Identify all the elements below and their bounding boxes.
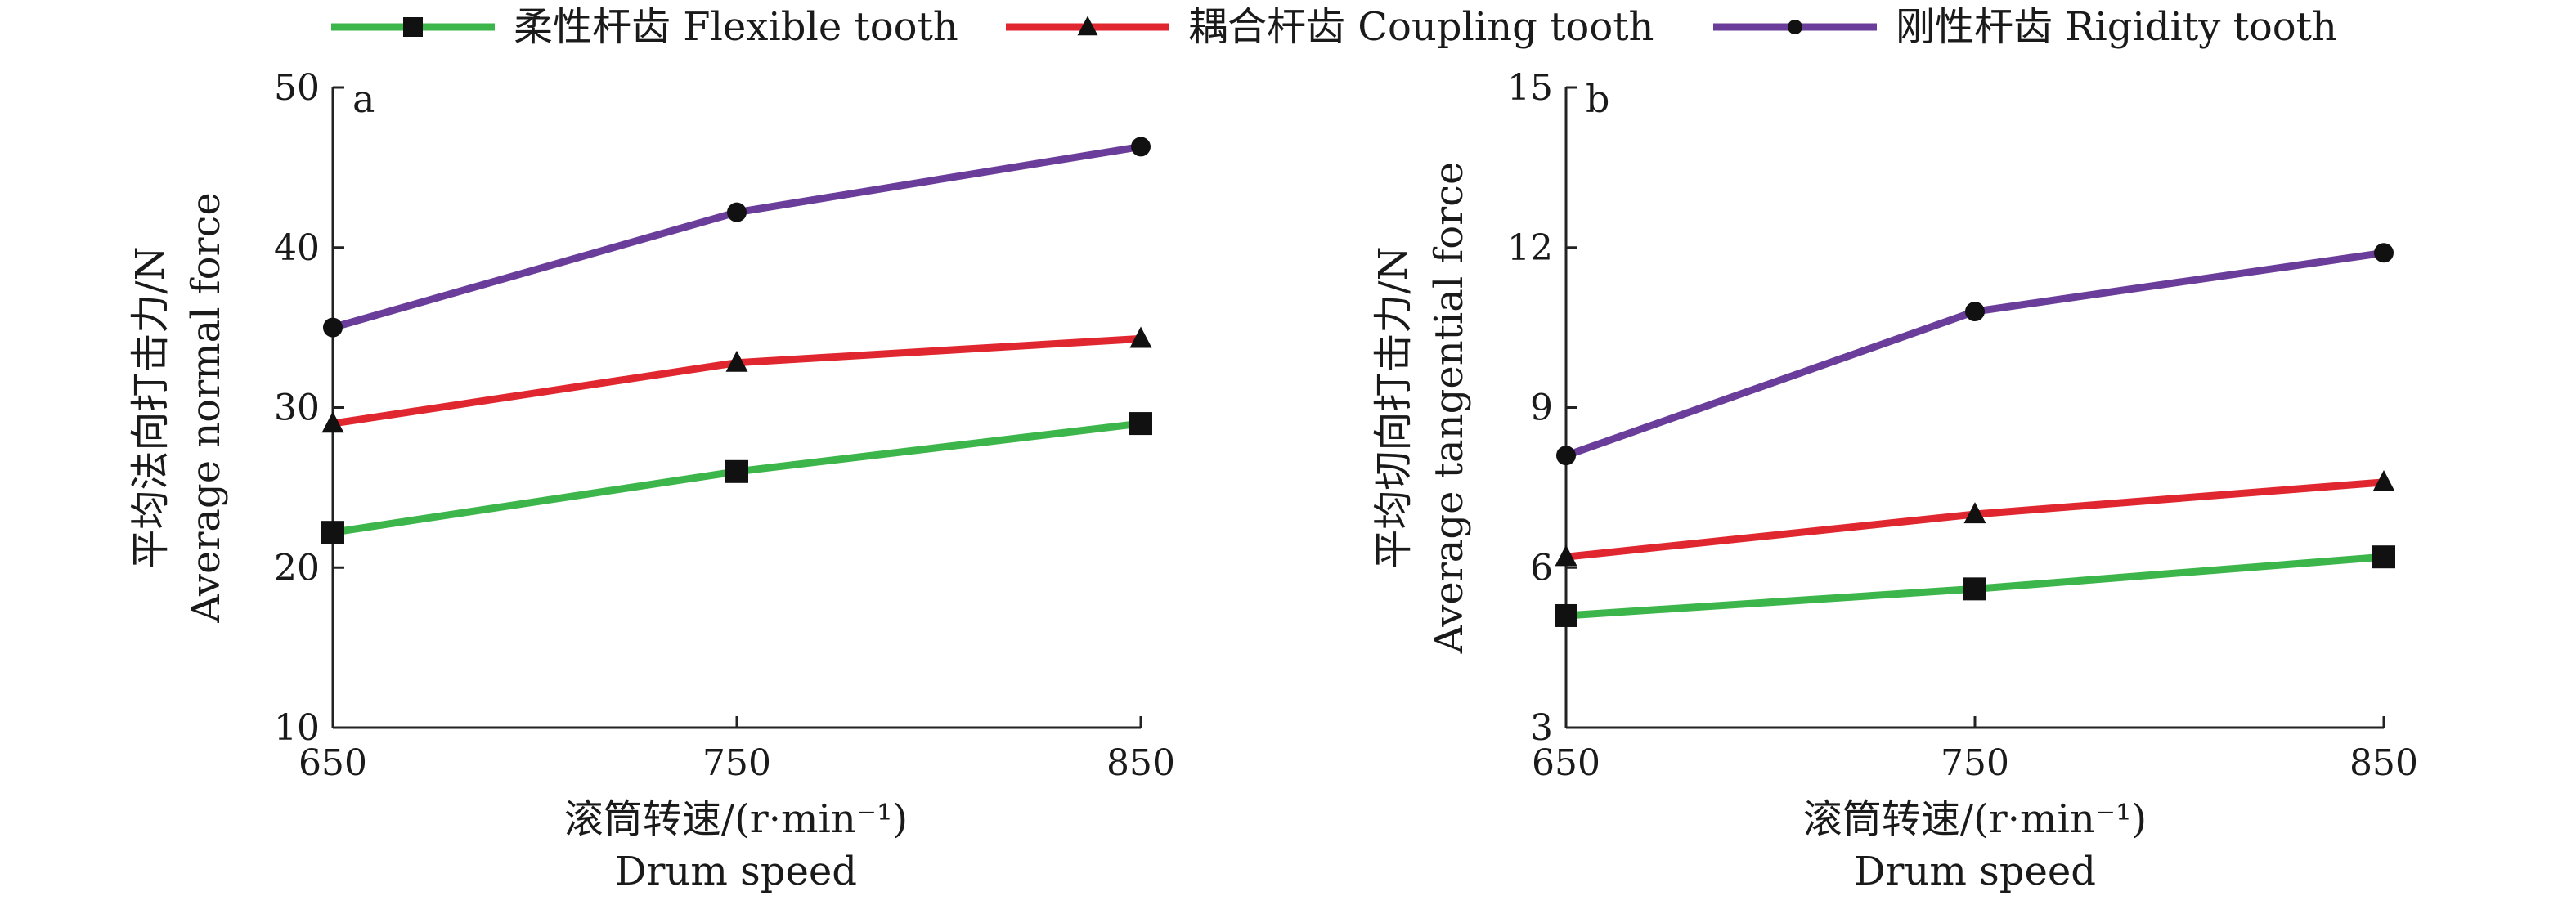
legend-label: 柔性杆齿 Flexible tooth: [514, 4, 958, 50]
series-flexible: [321, 412, 1152, 544]
legend-label: 耦合杆齿 Coupling tooth: [1188, 4, 1654, 50]
series-coupling: [1555, 470, 2395, 567]
data-point-flexible: [1129, 412, 1152, 436]
y-tick-label: 3: [1530, 707, 1553, 749]
legend-label: 刚性杆齿 Rigidity tooth: [1896, 4, 2337, 50]
x-tick-label: 850: [1106, 742, 1175, 784]
series-rigidity: [323, 137, 1151, 338]
data-point-flexible: [1555, 603, 1577, 627]
data-point-rigidity: [1556, 446, 1576, 466]
series-rigidity: [1556, 243, 2394, 466]
y-axis-title-cn: 平均切向打击力/N: [1371, 246, 1416, 568]
data-point-coupling: [321, 411, 344, 433]
x-tick-label: 850: [2349, 742, 2418, 784]
data-point-coupling: [1129, 326, 1152, 348]
series-flexible: [1555, 545, 2395, 627]
legend-item-3: 刚性杆齿 Rigidity tooth: [1713, 4, 2337, 50]
legend-item-2: 耦合杆齿 Coupling tooth: [1006, 4, 1654, 50]
x-tick-label: 750: [702, 742, 771, 784]
data-point-flexible: [725, 459, 748, 483]
x-axis-title-cn: 滚筒转速/(r·min⁻¹): [1803, 796, 2147, 842]
panel-b: 3 6 9 12 15 650 750 850 b 滚筒转速/(r·min⁻¹) Drum spee…: [1371, 67, 2418, 894]
data-point-rigidity: [1965, 302, 1985, 322]
legend: 柔性杆齿 Flexible tooth 耦合杆齿 Coupling tooth 刚性…: [331, 4, 2337, 50]
data-point-flexible: [2372, 545, 2395, 569]
y-tick-label: 20: [274, 547, 320, 589]
y-tick-label: 12: [1507, 227, 1553, 269]
data-point-coupling: [725, 350, 748, 372]
x-axis-title-en: Drum speed: [1854, 849, 2096, 894]
x-tick-label: 750: [1941, 742, 2009, 784]
series-line-rigidity: [331, 142, 1142, 331]
data-point-rigidity: [2374, 243, 2394, 263]
y-axis-title-en: Average tangential force: [1426, 162, 1472, 655]
panel-a: 10 20 30 40 50 650 750 850 a 滚筒转速/(r·min⁻¹) Drum s…: [128, 67, 1175, 894]
legend-marker-triangle: [1077, 16, 1098, 36]
y-tick-label: 9: [1530, 388, 1553, 429]
data-point-coupling: [2372, 470, 2395, 491]
y-tick-label: 50: [274, 67, 320, 109]
data-point-rigidity: [727, 202, 747, 222]
y-axis-title-cn: 平均法向打击力/N: [128, 246, 173, 568]
series-coupling: [321, 326, 1152, 433]
data-point-rigidity: [323, 317, 343, 338]
data-point-coupling: [1963, 502, 1986, 524]
data-point-rigidity: [1131, 137, 1151, 157]
y-tick-label: 10: [274, 707, 320, 749]
legend-marker-square: [403, 17, 423, 37]
legend-marker-circle: [1788, 20, 1802, 34]
x-axis-title-en: Drum speed: [615, 849, 857, 894]
y-tick-label: 30: [274, 388, 320, 429]
x-axis-title-cn: 滚筒转速/(r·min⁻¹): [564, 796, 908, 842]
data-point-flexible: [1963, 577, 1986, 601]
data-point-coupling: [1555, 544, 1577, 567]
panel-letter: b: [1586, 77, 1609, 121]
y-tick-label: 6: [1530, 547, 1553, 589]
y-tick-label: 15: [1507, 67, 1553, 109]
series-line-rigidity: [1564, 249, 2385, 459]
legend-item-1: 柔性杆齿 Flexible tooth: [331, 4, 958, 50]
x-tick-label: 650: [298, 742, 367, 784]
panel-letter: a: [352, 77, 375, 121]
y-tick-label: 40: [274, 227, 320, 269]
y-axis-title-en: Average normal force: [183, 192, 229, 624]
data-point-flexible: [321, 521, 344, 544]
x-tick-label: 650: [1532, 742, 1600, 784]
